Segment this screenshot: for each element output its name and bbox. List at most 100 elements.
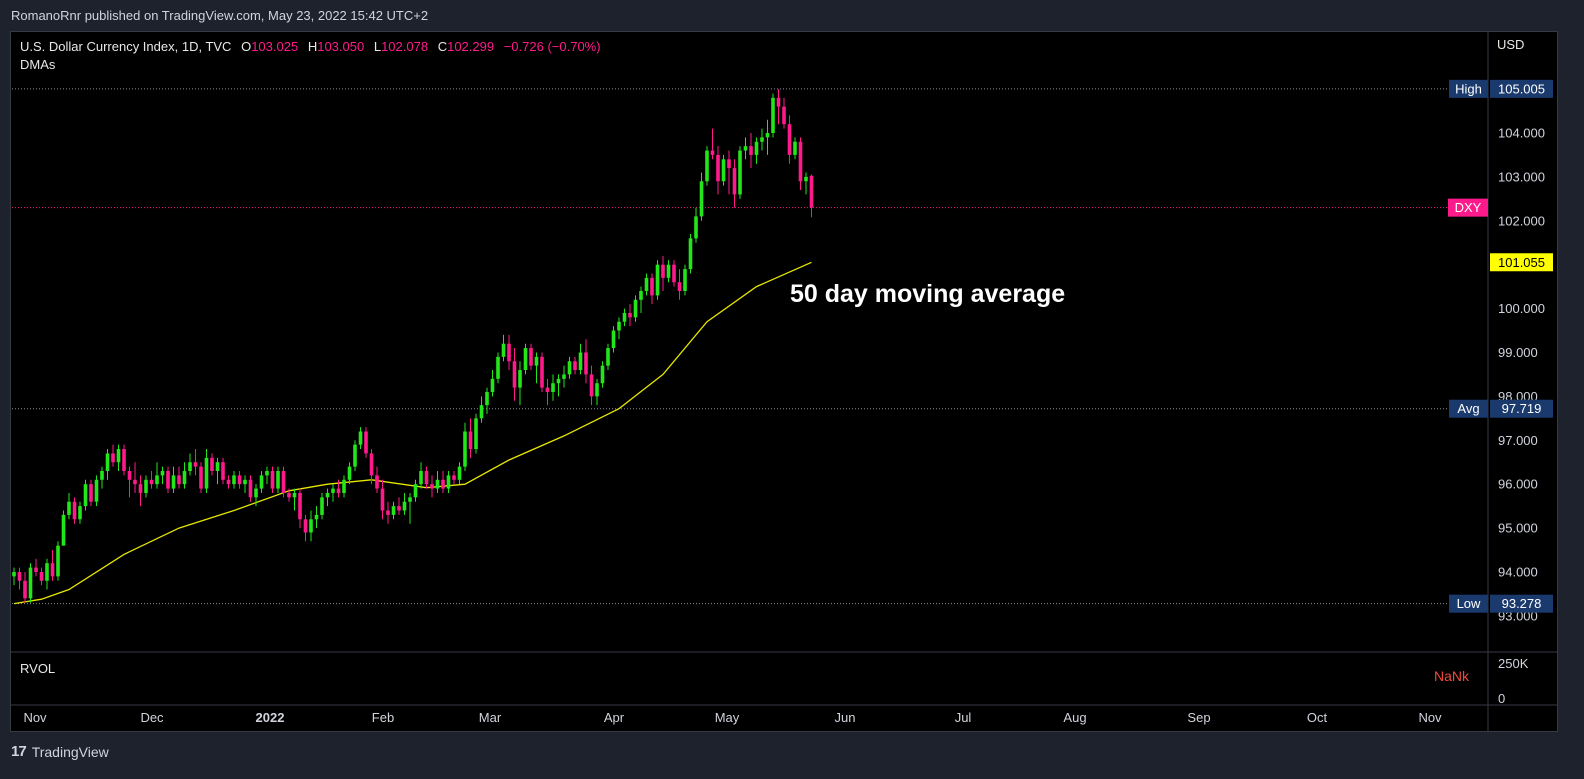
rvol-value: NaNk [1434,668,1470,684]
candle [573,356,577,375]
level-name-low-text: Low [1457,596,1481,611]
candle-body [380,488,385,511]
candle [94,475,99,507]
candle-body [12,571,16,577]
candle [193,449,198,476]
candle-body [270,471,275,489]
level-name-avg: Avg [1449,399,1488,418]
candle-body [523,348,528,371]
candle-body [309,519,313,533]
candle [177,466,181,489]
candle-body [221,462,225,480]
currency-label: USD [1497,37,1525,52]
candle-body [589,374,594,397]
candle [727,150,731,195]
chart-frame[interactable] [10,31,1558,732]
x-tick-label: Nov [1418,710,1442,725]
candle-body [628,312,632,318]
candle-body [215,462,220,472]
candle [452,471,456,485]
candle-body [639,291,643,300]
candle-body [193,462,198,467]
candle [210,453,214,476]
candle [89,479,93,507]
candle-body [435,479,440,489]
candle-body [243,479,247,485]
candle [584,339,588,384]
candle-body [122,449,126,472]
rvol-label[interactable]: RVOL [20,661,56,676]
candle-body [276,471,280,489]
candle [672,260,676,287]
candle-body [248,479,253,498]
candle-body [573,361,577,371]
candle [320,492,324,520]
candle-body [155,475,159,485]
low-label: L [373,39,382,54]
candle-body [56,545,60,577]
candle [171,466,176,493]
candle [611,326,616,353]
candle [50,550,55,581]
candle [556,374,561,397]
candle-body [677,282,682,292]
candle-body [787,124,792,155]
candle [809,174,814,218]
candle [17,567,22,590]
candle-body [782,106,786,125]
change-value: −0.726 (−0.70%) [503,39,601,54]
candle [303,514,308,542]
candle-body [94,479,99,502]
candle-body [754,141,759,155]
level-value-avg-text: 97.719 [1502,401,1542,416]
candle-body [474,418,478,450]
candle-body [199,466,203,489]
candle [446,471,451,493]
candle-body [336,488,341,493]
candle-body [721,159,726,182]
last-price-tag: DXY [1448,198,1488,217]
candle-body [496,356,500,379]
candle-body [485,391,489,406]
ma-value-tag-bg [1490,253,1553,272]
ma-value-tag-text: 101.055 [1498,255,1545,270]
candle [353,440,357,472]
candle-body [364,431,368,454]
candle [468,418,473,458]
candle-body [50,563,55,577]
candle-body [78,506,82,520]
candle-body [281,471,286,493]
candle-body [749,146,753,155]
candle [743,137,748,160]
candle-body [452,475,456,480]
candle [694,207,698,243]
candle [149,471,154,489]
candle-body [160,471,165,476]
candle [325,488,330,507]
x-tick-label: Dec [140,710,164,725]
candle [589,365,594,406]
candle [771,93,775,138]
candle [705,146,709,186]
candle-body [430,484,434,489]
candle [221,457,225,485]
indicator-label[interactable]: DMAs [20,57,56,72]
candle [111,444,115,467]
candle-body [661,264,665,278]
candle-body [727,159,731,169]
candle [479,396,484,423]
candle-body [182,471,187,485]
footer[interactable]: 17 TradingView [11,743,109,760]
candle-body [463,431,467,467]
candle [347,462,352,485]
level-value-low-bg [1490,594,1553,613]
level-value-avg: 97.719 [1490,399,1553,418]
volume-tick-label: 0 [1498,691,1505,706]
candle-body [325,492,330,498]
candle-body [507,343,511,362]
candle [402,492,407,515]
symbol-legend[interactable]: U.S. Dollar Currency Index, 1D, TVC O103… [20,39,601,54]
y-tick-label: 97.000 [1498,433,1538,448]
candle-body [402,501,407,511]
